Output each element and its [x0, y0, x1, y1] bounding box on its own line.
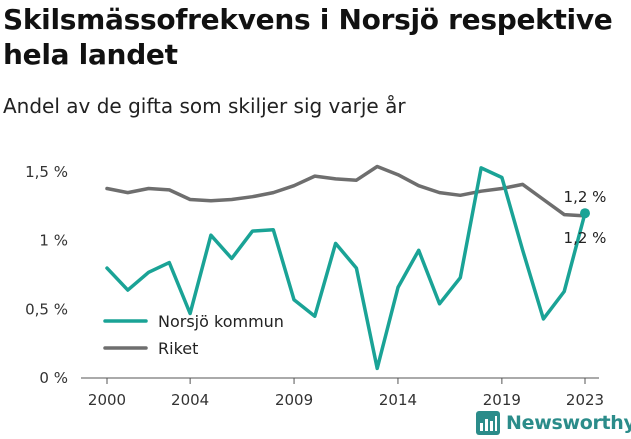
y-axis: 0 % 0,5 % 1 % 1,5 %	[25, 163, 68, 387]
series-line-norsjo	[105, 166, 587, 371]
legend: Norsjö kommun Riket	[103, 312, 284, 358]
x-tick-label: 2014	[379, 391, 417, 409]
end-label-norsjo: 1,2 %	[564, 229, 607, 247]
brand-name: Newsworthy	[506, 412, 631, 434]
chart-title: Skilsmässofrekvens i Norsjö respektive h…	[3, 3, 613, 71]
y-tick-label: 0,5 %	[25, 300, 68, 318]
x-tick-label: 2000	[88, 391, 126, 409]
y-tick-label: 0 %	[39, 369, 68, 387]
legend-label: Norsjö kommun	[158, 312, 284, 331]
series-layer	[105, 164, 590, 371]
chart-subtitle: Andel av de gifta som skiljer sig varje …	[3, 94, 406, 118]
series-line-riket	[105, 164, 587, 218]
y-tick-label: 1,5 %	[25, 163, 68, 181]
x-tick-label: 2004	[171, 391, 209, 409]
y-tick-label: 1 %	[39, 232, 68, 250]
newsworthy-brand: Newsworthy	[476, 409, 631, 437]
x-tick-label: 2009	[275, 391, 313, 409]
legend-label: Riket	[158, 339, 198, 358]
end-labels: 1,2 % 1,2 %	[564, 188, 607, 247]
x-axis: 2000 2004 2009 2014 2019 2023	[81, 377, 604, 409]
x-tick-label: 2023	[566, 391, 604, 409]
series-end-point-norsjo	[580, 208, 590, 219]
newsworthy-bar-chart-icon	[476, 411, 500, 435]
end-label-riket: 1,2 %	[564, 188, 607, 206]
x-tick-label: 2019	[483, 391, 521, 409]
